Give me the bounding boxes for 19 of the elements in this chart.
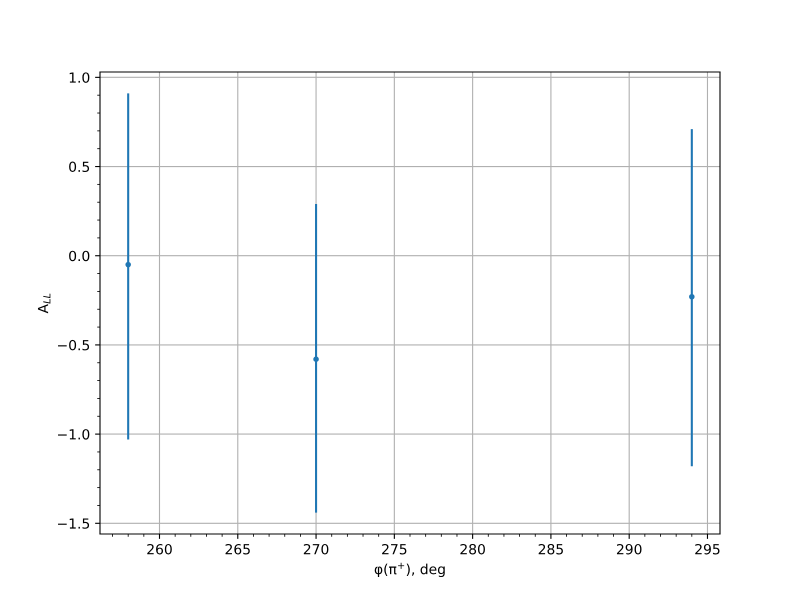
y-tick-label: 0.5 [69,162,90,172]
x-tick-label: 270 [304,544,328,554]
x-tick-label: 290 [616,544,642,554]
y-axis-title: A$_{LL}$ [38,294,50,314]
x-tick-label: 295 [695,544,720,554]
y-tick-label: −1.0 [58,429,90,440]
x-tick-label: 260 [147,544,172,554]
x-tick-label: 265 [226,544,250,554]
x-tick-label: 275 [382,544,406,554]
y-tick-label: 1.0 [70,72,90,83]
point [125,262,131,268]
point [689,294,695,300]
point [313,356,319,362]
y-tick-label: 0.0 [69,250,90,262]
x-axis-title: φ(π$^{+}$), deg [374,562,445,578]
x-tick-label: 285 [538,544,563,554]
y-tick-label: −1.5 [58,518,90,529]
y-tick-label: −0.5 [58,340,90,350]
x-tick-label: 280 [460,544,485,554]
